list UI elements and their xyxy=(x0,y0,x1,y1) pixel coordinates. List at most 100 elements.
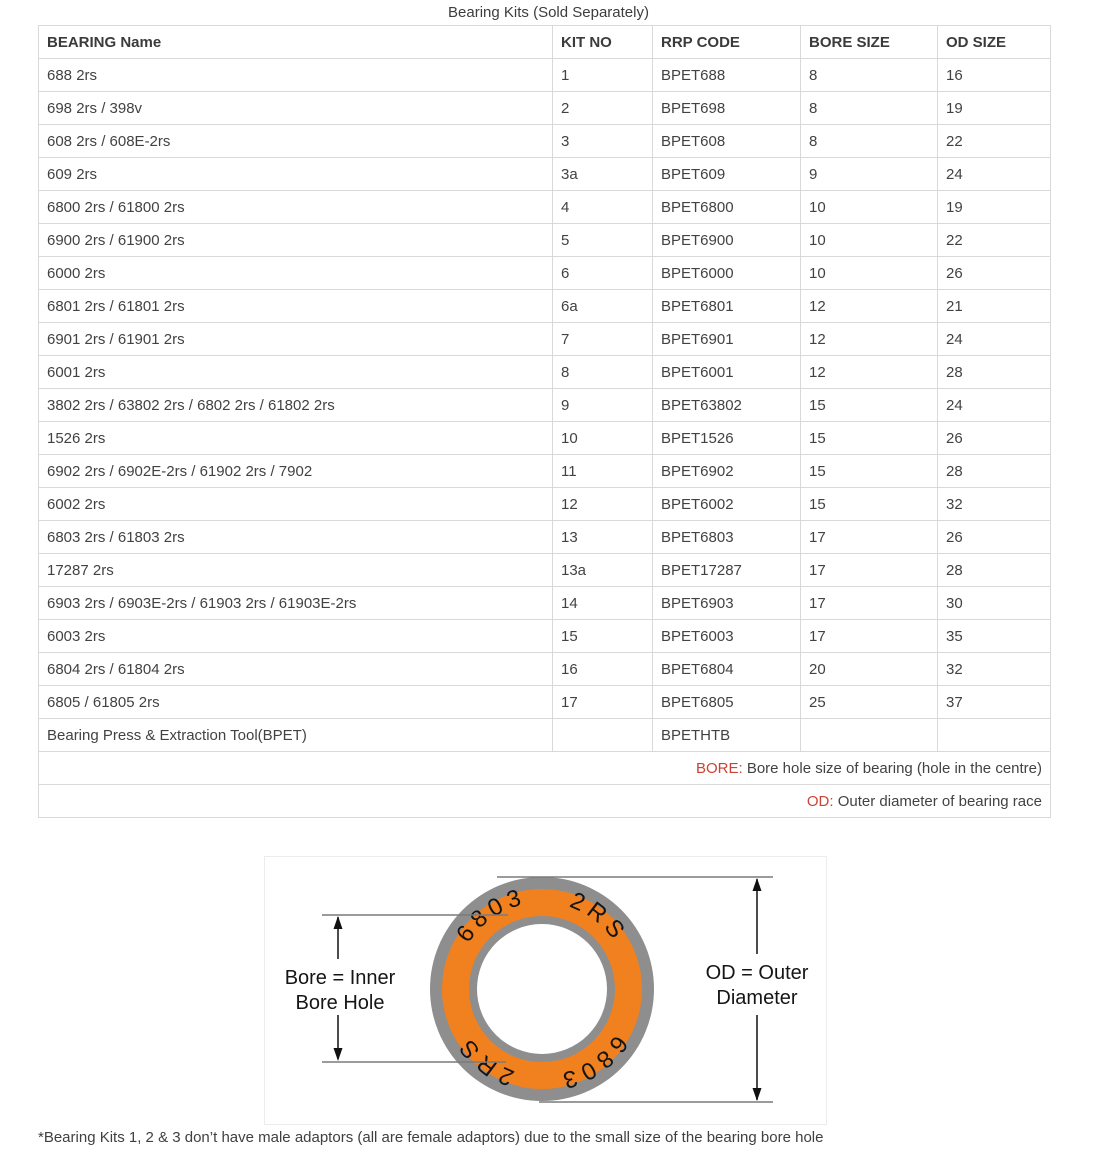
table-cell-name: 6805 / 61805 2rs xyxy=(38,685,553,719)
table-cell-name: 6000 2rs xyxy=(38,256,553,290)
table-cell-code: BPET6803 xyxy=(652,520,801,554)
bearing-diagram: 6803 2RS 6803 2RS Bore = Inner Bore Hole xyxy=(264,856,827,1125)
table-cell-bore: 10 xyxy=(800,256,938,290)
table-cell-code: BPET6804 xyxy=(652,652,801,686)
table-cell-code: BPET6902 xyxy=(652,454,801,488)
table-row: 6902 2rs / 6902E-2rs / 61902 2rs / 7902 1… xyxy=(38,454,1051,488)
note-row-od: OD: Outer diameter of bearing race xyxy=(38,784,1051,818)
table-cell-name: 698 2rs / 398v xyxy=(38,91,553,125)
table-cell-name: 1526 2rs xyxy=(38,421,553,455)
table-cell-bore: 8 xyxy=(800,124,938,158)
column-header-od-size: OD SIZE xyxy=(937,25,1051,59)
table-cell-od: 35 xyxy=(937,619,1051,653)
table-row: 609 2rs 3a BPET609 9 24 xyxy=(38,157,1051,191)
table-cell-code: BPET6903 xyxy=(652,586,801,620)
bearing-bore-hole xyxy=(477,924,607,1054)
table-cell-code: BPET688 xyxy=(652,58,801,92)
od-note-label: OD: xyxy=(806,792,834,810)
table-cell-bore: 17 xyxy=(800,586,938,620)
table-cell-name: 688 2rs xyxy=(38,58,553,92)
table-cell-od: 24 xyxy=(937,388,1051,422)
table-cell-code: BPET17287 xyxy=(652,553,801,587)
arrow-down-icon xyxy=(333,1048,343,1061)
table-cell-od: 32 xyxy=(937,652,1051,686)
table-cell-kit: 14 xyxy=(552,586,653,620)
table-row: 698 2rs / 398v 2 BPET698 8 19 xyxy=(38,91,1051,125)
table-cell-od: 19 xyxy=(937,190,1051,224)
table-cell-bore: 15 xyxy=(800,487,938,521)
table-cell-kit: 17 xyxy=(552,685,653,719)
table-cell-code: BPETHTB xyxy=(652,718,801,752)
table-cell-name: 6901 2rs / 61901 2rs xyxy=(38,322,553,356)
table-row: 17287 2rs 13a BPET17287 17 28 xyxy=(38,553,1051,587)
arrow-up-icon xyxy=(333,916,343,929)
table-cell-code: BPET6002 xyxy=(652,487,801,521)
table-header-row: BEARING Name KIT NO RRP CODE BORE SIZE O… xyxy=(38,25,1051,59)
table-cell-bore: 9 xyxy=(800,157,938,191)
table-cell-kit: 3 xyxy=(552,124,653,158)
table-cell-bore: 20 xyxy=(800,652,938,686)
table-cell-kit: 1 xyxy=(552,58,653,92)
table-cell-name: 6800 2rs / 61800 2rs xyxy=(38,190,553,224)
table-cell-code: BPET63802 xyxy=(652,388,801,422)
table-cell-od: 21 xyxy=(937,289,1051,323)
table-cell-od xyxy=(937,718,1051,752)
table-cell-bore: 25 xyxy=(800,685,938,719)
table-cell-od: 19 xyxy=(937,91,1051,125)
table-cell-name: 6804 2rs / 61804 2rs xyxy=(38,652,553,686)
note-row-bore: BORE: Bore hole size of bearing (hole in… xyxy=(38,751,1051,785)
column-header-bore-size: BORE SIZE xyxy=(800,25,938,59)
table-cell-kit: 13 xyxy=(552,520,653,554)
table-cell-name: 6803 2rs / 61803 2rs xyxy=(38,520,553,554)
table-cell-od: 24 xyxy=(937,157,1051,191)
table-cell-bore: 12 xyxy=(800,322,938,356)
table-cell-bore: 15 xyxy=(800,388,938,422)
table-cell-bore xyxy=(800,718,938,752)
table-cell-code: BPET6003 xyxy=(652,619,801,653)
column-header-rrp-code: RRP CODE xyxy=(652,25,801,59)
table-row: 6801 2rs / 61801 2rs 6a BPET6801 12 21 xyxy=(38,289,1051,323)
table-cell-bore: 17 xyxy=(800,520,938,554)
table-cell-kit: 2 xyxy=(552,91,653,125)
table-cell-name: 6902 2rs / 6902E-2rs / 61902 2rs / 7902 xyxy=(38,454,553,488)
page-title: Bearing Kits (Sold Separately) xyxy=(448,4,649,21)
table-row: 688 2rs 1 BPET688 8 16 xyxy=(38,58,1051,92)
table-cell-code: BPET6901 xyxy=(652,322,801,356)
table-cell-od: 37 xyxy=(937,685,1051,719)
table-cell-name: 6003 2rs xyxy=(38,619,553,653)
table-row: 6805 / 61805 2rs 17 BPET6805 25 37 xyxy=(38,685,1051,719)
table-cell-od: 24 xyxy=(937,322,1051,356)
table-cell-kit: 10 xyxy=(552,421,653,455)
table-cell-bore: 10 xyxy=(800,223,938,257)
table-cell-name: 609 2rs xyxy=(38,157,553,191)
table-cell-bore: 15 xyxy=(800,454,938,488)
table-row: 6002 2rs 12 BPET6002 15 32 xyxy=(38,487,1051,521)
table-cell-od: 32 xyxy=(937,487,1051,521)
table-row: 1526 2rs 10 BPET1526 15 26 xyxy=(38,421,1051,455)
od-dimension-arrow xyxy=(497,876,773,1103)
table-row: 6803 2rs / 61803 2rs 13 BPET6803 17 26 xyxy=(38,520,1051,554)
column-header-bearing-name: BEARING Name xyxy=(38,25,553,59)
bore-dimension-arrow xyxy=(322,914,508,1063)
table-cell-od: 16 xyxy=(937,58,1051,92)
table-cell-name: 608 2rs / 608E-2rs xyxy=(38,124,553,158)
table-row: 6900 2rs / 61900 2rs 5 BPET6900 10 22 xyxy=(38,223,1051,257)
table-cell-kit xyxy=(552,718,653,752)
bearing-kits-table: BEARING Name KIT NO RRP CODE BORE SIZE O… xyxy=(38,25,1051,818)
table-cell-code: BPET1526 xyxy=(652,421,801,455)
table-row: 6001 2rs 8 BPET6001 12 28 xyxy=(38,355,1051,389)
table-cell-bore: 12 xyxy=(800,289,938,323)
table-cell-bore: 17 xyxy=(800,553,938,587)
table-cell-od: 28 xyxy=(937,553,1051,587)
table-cell-kit: 6a xyxy=(552,289,653,323)
table-cell-kit: 7 xyxy=(552,322,653,356)
bearing-diagram-svg: 6803 2RS 6803 2RS Bore = Inner Bore Hole xyxy=(285,876,809,1103)
table-cell-kit: 12 xyxy=(552,487,653,521)
table-cell-bore: 12 xyxy=(800,355,938,389)
table-cell-kit: 3a xyxy=(552,157,653,191)
table-cell-name: 17287 2rs xyxy=(38,553,553,587)
table-cell-bore: 15 xyxy=(800,421,938,455)
table-cell-code: BPET698 xyxy=(652,91,801,125)
table-cell-bore: 8 xyxy=(800,58,938,92)
